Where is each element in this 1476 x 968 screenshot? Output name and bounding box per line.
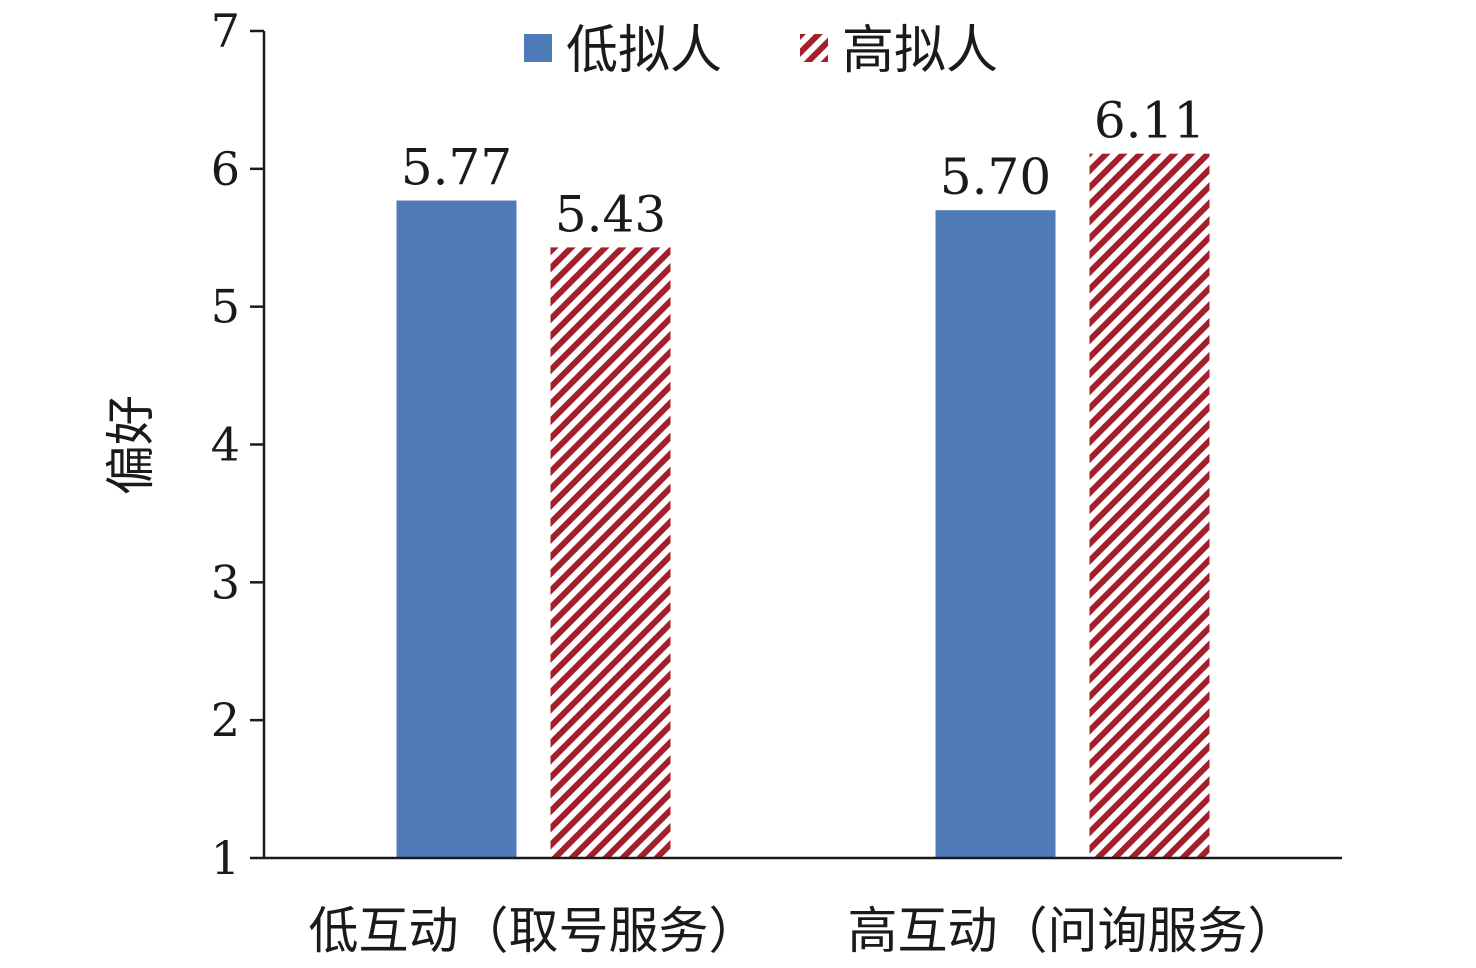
legend-swatch-high-anthropomorphism xyxy=(800,34,828,62)
y-tick-label: 2 xyxy=(211,693,240,747)
x-category-label: 低互动（取号服务） xyxy=(309,902,759,960)
y-tick-label: 6 xyxy=(211,142,240,196)
y-tick-label: 7 xyxy=(211,4,240,58)
bar-low-anthropomorphism-high-interaction xyxy=(935,210,1056,858)
y-tick-label: 5 xyxy=(211,280,240,334)
data-label: 6.11 xyxy=(1094,92,1205,150)
bar-high-anthropomorphism-high-interaction xyxy=(1089,153,1210,859)
bar-low-anthropomorphism-low-interaction xyxy=(396,200,517,858)
y-tick-label: 3 xyxy=(211,555,240,609)
data-label: 5.77 xyxy=(401,139,512,197)
data-label: 5.70 xyxy=(940,148,1051,206)
y-axis-ticks: 1 2 3 4 5 6 7 xyxy=(211,4,264,885)
legend-label-high-anthropomorphism: 高拟人 xyxy=(842,21,998,81)
y-tick-label: 4 xyxy=(211,418,240,472)
category-labels: 低互动（取号服务） 高互动（问询服务） xyxy=(309,902,1298,960)
x-category-label: 高互动（问询服务） xyxy=(848,902,1298,960)
data-labels: 5.77 5.43 5.70 6.11 xyxy=(401,92,1205,244)
legend-label-low-anthropomorphism: 低拟人 xyxy=(566,21,722,81)
y-axis-title: 偏好 xyxy=(102,395,160,495)
bars xyxy=(396,153,1210,859)
data-label: 5.43 xyxy=(555,185,666,243)
legend: 低拟人 高拟人 xyxy=(524,21,998,81)
bar-high-anthropomorphism-low-interaction xyxy=(550,247,671,859)
legend-swatch-low-anthropomorphism xyxy=(524,34,552,62)
y-tick-label: 1 xyxy=(211,831,240,885)
